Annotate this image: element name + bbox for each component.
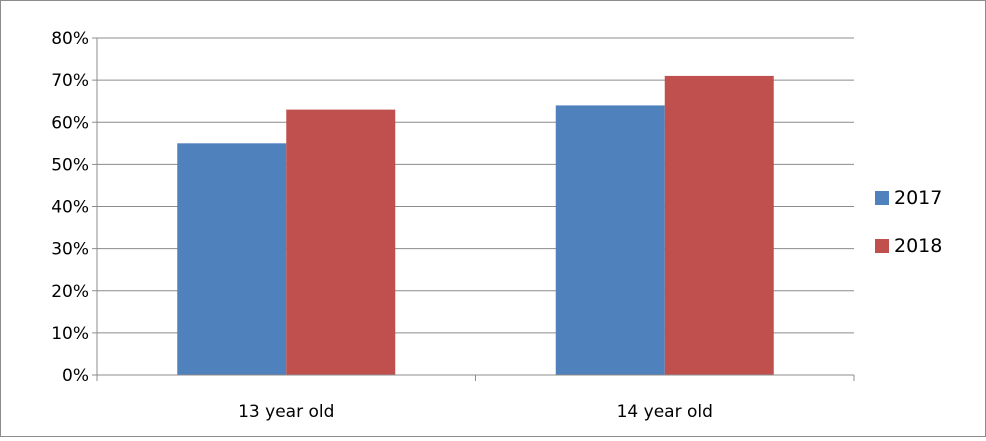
y-tick-label: 30%	[51, 240, 89, 260]
y-tick-label: 0%	[62, 366, 89, 386]
legend-swatch-2017	[875, 191, 889, 205]
y-tick-label: 40%	[51, 198, 89, 218]
bars	[177, 75, 774, 376]
y-axis-tick-labels: 0% 10% 20% 30% 40% 50% 60% 70% 80%	[51, 29, 89, 386]
bar-2017-13-year-old	[177, 143, 287, 375]
x-axis-tick-labels: 13 year old 14 year old	[238, 402, 713, 422]
x-tick-label: 14 year old	[617, 402, 713, 422]
y-tick-label: 20%	[51, 282, 89, 302]
legend-label-2018: 2018	[894, 235, 942, 257]
axes	[92, 37, 855, 381]
x-tick-label: 13 year old	[238, 402, 334, 422]
y-tick-label: 80%	[51, 29, 89, 49]
y-tick-label: 50%	[51, 155, 89, 175]
y-tick-label: 60%	[51, 113, 89, 133]
legend-swatch-2018	[875, 239, 889, 253]
bar-2017-14-year-old	[555, 105, 665, 376]
legend: 2017 2018	[875, 187, 942, 257]
legend-label-2017: 2017	[894, 187, 942, 209]
y-tick-label: 70%	[51, 71, 89, 91]
y-tick-label: 10%	[51, 324, 89, 344]
bar-2018-14-year-old	[664, 75, 774, 375]
bar-2018-13-year-old	[286, 109, 396, 376]
